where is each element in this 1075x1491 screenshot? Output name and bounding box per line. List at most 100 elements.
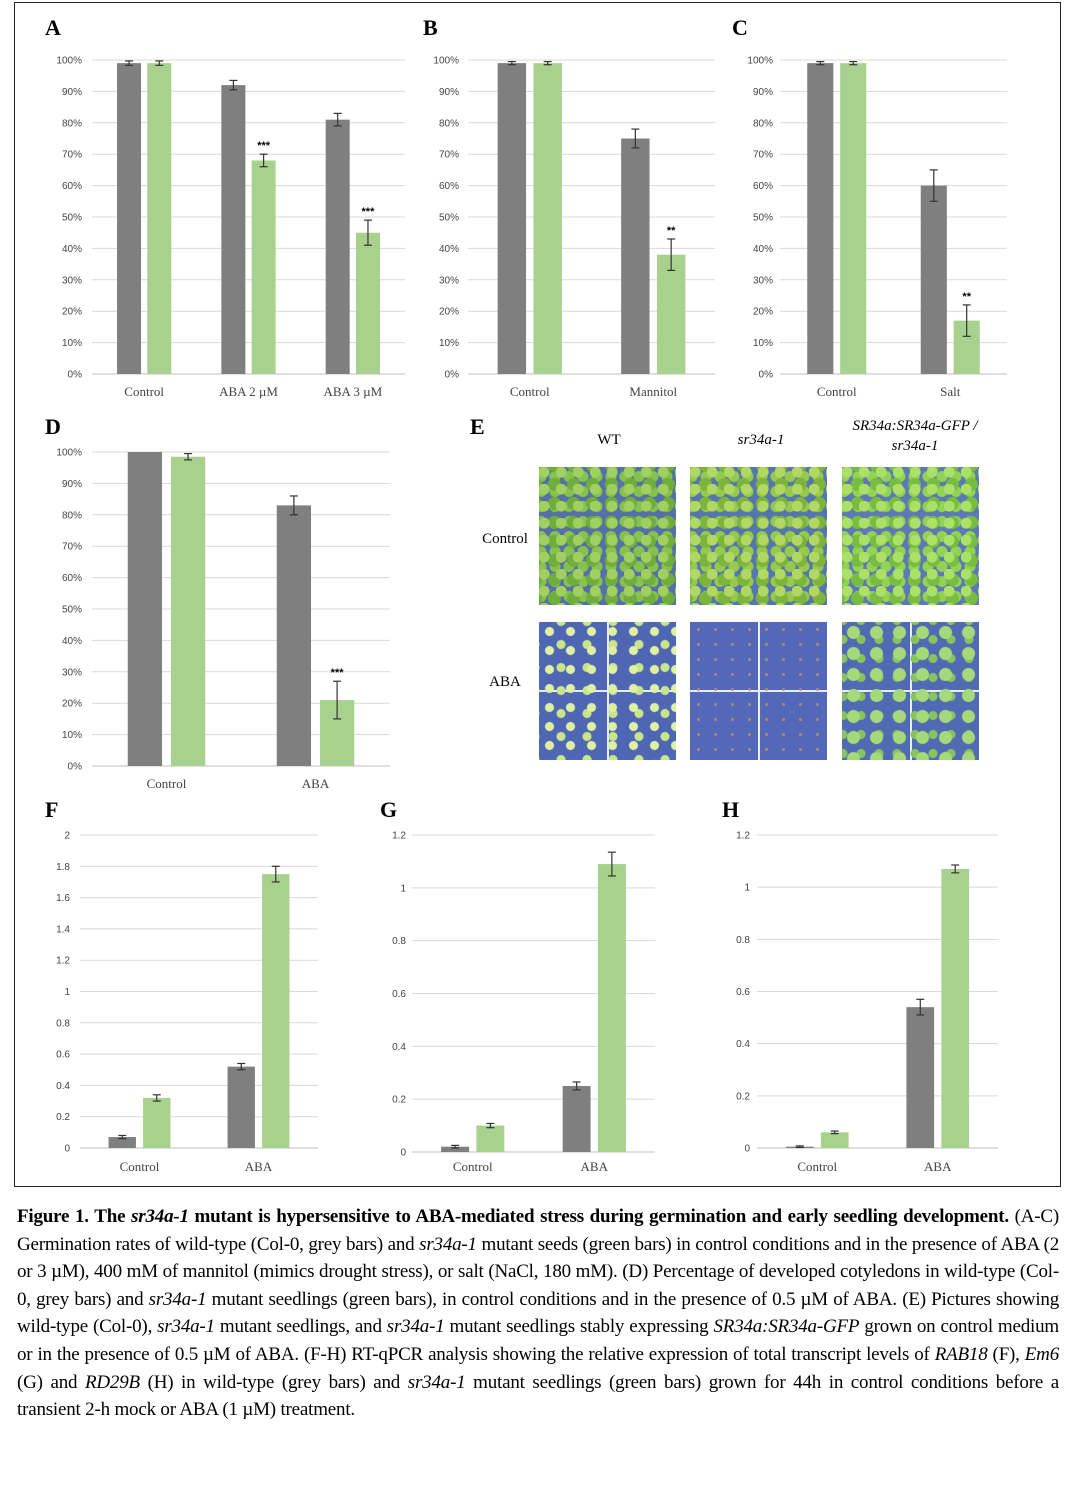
y-tick-label: 60% <box>62 573 82 584</box>
x-category-label: Control <box>124 384 164 399</box>
caption-segment: sr34a-1 <box>386 1316 445 1338</box>
x-category-label: ABA 2 µM <box>219 384 278 399</box>
bar-sr34a-1 <box>533 63 562 374</box>
photo-sr34a-1-control <box>690 467 827 605</box>
y-tick-label: 1.2 <box>736 831 750 842</box>
panel-label-c: C <box>732 15 748 40</box>
y-tick-label: 0 <box>64 1144 70 1155</box>
column-label-complemented-line2: sr34a-1 <box>891 438 939 454</box>
panel-label-h: H <box>722 797 740 822</box>
y-tick-label: 1 <box>744 883 750 894</box>
bar-sr34a-1 <box>355 232 380 374</box>
y-tick-label: 30% <box>62 667 82 678</box>
y-tick-label: 0.8 <box>736 935 750 946</box>
y-tick-label: 0.4 <box>56 1081 70 1092</box>
bar-sr34a-1 <box>251 160 276 374</box>
significance-marker: *** <box>331 667 345 679</box>
caption-segment: sr34a-1 <box>131 1206 189 1227</box>
bar-wild-type <box>562 1085 591 1152</box>
caption-segment: Em6 <box>1024 1343 1059 1365</box>
y-tick-label: 0% <box>68 762 83 773</box>
y-tick-label: 60% <box>62 181 82 192</box>
bar-wild-type <box>108 1137 136 1148</box>
bar-sr34a-1 <box>941 868 970 1148</box>
significance-marker: ** <box>667 225 676 237</box>
y-tick-label: 50% <box>62 605 82 616</box>
y-tick-label: 100% <box>747 56 773 67</box>
y-tick-label: 0.2 <box>392 1095 406 1106</box>
caption-segment: SR34a:SR34a-GFP <box>713 1316 860 1338</box>
y-tick-label: 20% <box>62 307 82 318</box>
x-category-label: Control <box>453 1159 493 1174</box>
y-tick-label: 60% <box>439 181 459 192</box>
caption-segment: RAB18 <box>934 1343 988 1365</box>
y-tick-label: 10% <box>62 730 82 741</box>
panel-label-f: F <box>45 797 59 822</box>
caption-segment: sr34a-1 <box>148 1288 207 1310</box>
x-category-label: Control <box>817 384 857 399</box>
caption-segment: mutant seedlings (green bars), in contro… <box>17 1288 1060 1338</box>
y-tick-label: 100% <box>56 448 82 459</box>
caption-segment: (A-C) Germination rates of wild-type (Co… <box>17 1206 1059 1255</box>
y-tick-label: 60% <box>753 181 773 192</box>
figure-caption: Figure 1. The sr34a-1 mutant is hypersen… <box>17 1203 1059 1424</box>
y-tick-label: 90% <box>62 87 82 98</box>
photo-complemented-control <box>842 467 979 605</box>
caption-segment: mutant seedlings stably expressing <box>444 1316 714 1338</box>
significance-marker: *** <box>362 206 376 218</box>
x-category-label: ABA <box>245 1159 273 1174</box>
y-tick-label: 40% <box>753 244 773 255</box>
y-tick-label: 40% <box>62 636 82 647</box>
x-category-label: ABA 3 µM <box>323 384 382 399</box>
y-tick-label: 70% <box>439 150 459 161</box>
photo-complemented-aba <box>842 622 979 760</box>
y-tick-label: 70% <box>753 150 773 161</box>
panel-label-e: E <box>470 414 485 439</box>
y-tick-label: 10% <box>62 338 82 349</box>
caption-segment: mutant is hypersensitive to ABA-mediated… <box>188 1206 1010 1227</box>
photo-sr34a-1-aba <box>690 622 827 760</box>
y-tick-label: 1 <box>400 883 406 894</box>
bar-wild-type <box>127 452 163 766</box>
bar-sr34a-1 <box>476 1125 505 1152</box>
panel-label-b: B <box>423 15 438 40</box>
x-category-label: Mannitol <box>629 384 677 399</box>
bar-wild-type <box>227 1066 255 1148</box>
column-label-wt: WT <box>597 432 621 448</box>
y-tick-label: 0% <box>445 370 460 381</box>
x-category-label: ABA <box>302 776 330 791</box>
y-tick-label: 90% <box>753 87 773 98</box>
bar-wild-type <box>325 119 350 374</box>
bar-wild-type <box>497 63 527 374</box>
caption-segment: grown on control medium or in the presen… <box>17 1316 1059 1365</box>
y-tick-label: 1.2 <box>392 831 406 842</box>
y-tick-label: 0 <box>400 1148 406 1159</box>
y-tick-label: 10% <box>439 338 459 349</box>
bar-wild-type <box>117 63 142 374</box>
panel-label-a: A <box>45 15 61 40</box>
y-tick-label: 0.6 <box>736 987 750 998</box>
x-category-label: Control <box>797 1159 837 1174</box>
y-tick-label: 1 <box>64 987 70 998</box>
bar-sr34a-1 <box>147 63 172 374</box>
bar-sr34a-1 <box>170 456 206 766</box>
y-tick-label: 20% <box>439 307 459 318</box>
bar-wild-type <box>276 505 312 766</box>
caption-segment: (F), <box>987 1343 1025 1365</box>
x-category-label: ABA <box>924 1159 952 1174</box>
caption-segment: (G) and <box>17 1371 85 1393</box>
bar-wild-type <box>221 85 246 375</box>
caption-segment: mutant seedlings, and <box>214 1316 387 1338</box>
y-tick-label: 70% <box>62 542 82 553</box>
y-tick-label: 30% <box>62 275 82 286</box>
x-category-label: Control <box>147 776 187 791</box>
y-tick-label: 50% <box>439 213 459 224</box>
column-label-sr34a-1: sr34a-1 <box>737 432 785 448</box>
row-label-aba: ABA <box>489 674 521 690</box>
y-tick-label: 50% <box>62 213 82 224</box>
y-tick-label: 0.6 <box>56 1050 70 1061</box>
y-tick-label: 0.8 <box>56 1018 70 1029</box>
significance-marker: ** <box>962 291 971 303</box>
bar-wild-type <box>906 1007 935 1148</box>
bar-wild-type <box>441 1146 470 1152</box>
